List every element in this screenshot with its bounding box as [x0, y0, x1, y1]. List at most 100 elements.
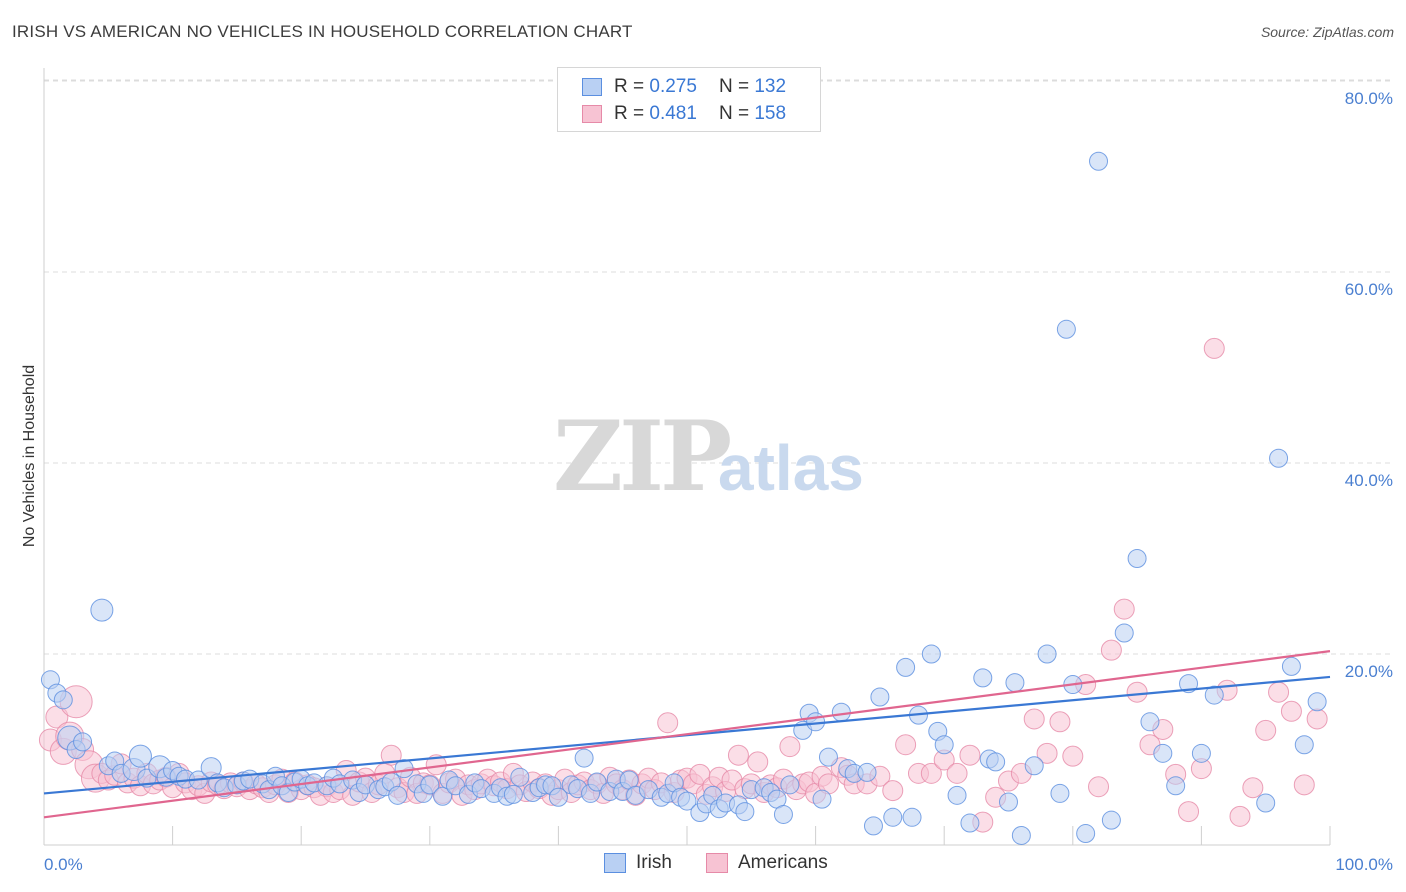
legend-swatch-americans: [582, 105, 602, 123]
point-americans: [1203, 337, 1225, 359]
legend-label-americans: Americans: [738, 852, 828, 873]
point-irish: [1294, 735, 1314, 755]
point-irish: [433, 786, 453, 806]
point-americans: [1280, 700, 1302, 722]
point-americans: [1023, 708, 1045, 730]
point-irish: [870, 687, 890, 707]
legend-r-label: R =: [614, 103, 645, 124]
point-irish: [90, 598, 114, 622]
point-americans: [1178, 801, 1200, 823]
y-tick-label: 40.0%: [1345, 471, 1393, 490]
point-irish: [1140, 712, 1160, 732]
series-irish-points: [40, 151, 1327, 845]
watermark-zip: ZIP: [553, 400, 730, 513]
point-americans: [920, 762, 942, 784]
point-americans: [747, 751, 769, 773]
point-irish: [883, 807, 903, 827]
legend-n-label: N =: [718, 76, 750, 97]
point-irish: [1191, 743, 1211, 763]
point-irish: [1281, 656, 1301, 676]
y-tick-labels: 20.0% 40.0% 60.0% 80.0%: [1345, 89, 1393, 681]
point-irish: [53, 690, 73, 710]
point-irish: [420, 775, 440, 795]
legend-r-value: 0.481: [649, 103, 697, 124]
point-irish: [388, 785, 408, 805]
legend-n-value: 132: [754, 76, 787, 97]
point-irish: [1307, 692, 1327, 712]
legend-r-value: 0.275: [649, 76, 697, 97]
point-irish: [999, 792, 1018, 812]
x-tick-label: 100.0%: [1335, 855, 1393, 874]
point-irish: [1101, 810, 1121, 830]
point-irish: [1089, 151, 1109, 171]
point-irish: [1005, 673, 1025, 693]
point-irish: [1179, 674, 1199, 694]
point-irish: [128, 744, 152, 768]
point-irish: [902, 807, 922, 827]
point-irish: [510, 767, 530, 787]
point-irish: [1269, 448, 1289, 468]
point-americans: [946, 762, 968, 784]
legend-item-irish[interactable]: Irish: [604, 852, 672, 874]
point-americans: [1293, 774, 1315, 796]
watermark-atlas: atlas: [718, 432, 864, 504]
point-irish: [1204, 685, 1224, 705]
point-irish: [863, 816, 883, 836]
point-irish: [1024, 756, 1044, 776]
legend-swatch-americans: [706, 853, 728, 873]
trend-line-americans: [43, 650, 1331, 819]
point-irish: [587, 772, 607, 792]
point-americans: [1268, 681, 1290, 703]
series-legend: Irish Americans: [0, 852, 1406, 878]
point-irish: [1056, 319, 1076, 339]
y-tick-label: 20.0%: [1345, 662, 1393, 681]
point-irish: [1037, 644, 1057, 664]
point-americans: [657, 712, 679, 734]
x-tick-labels: 0.0% 100.0%: [44, 855, 1393, 874]
x-tick-label: 0.0%: [44, 855, 83, 874]
point-irish: [780, 775, 800, 795]
axes: [43, 68, 1331, 846]
point-americans: [1255, 719, 1277, 741]
point-irish: [503, 784, 523, 804]
point-americans: [1242, 777, 1264, 799]
point-irish: [548, 787, 568, 807]
point-americans: [959, 744, 981, 766]
point-americans: [1126, 681, 1148, 703]
point-irish: [73, 732, 93, 752]
point-irish: [934, 735, 954, 755]
point-irish: [1127, 549, 1147, 568]
point-americans: [1036, 742, 1058, 764]
point-irish: [773, 804, 793, 824]
point-irish: [812, 789, 832, 809]
point-irish: [574, 748, 594, 768]
y-axis-label: No Vehicles in Household: [21, 365, 38, 547]
point-irish: [896, 657, 916, 677]
point-irish: [960, 813, 980, 833]
point-americans: [1113, 598, 1135, 620]
watermark: ZIP atlas: [553, 400, 864, 513]
point-americans: [1306, 708, 1328, 730]
point-americans: [895, 734, 917, 756]
y-tick-label: 80.0%: [1345, 89, 1393, 108]
legend-n-value: 158: [754, 103, 787, 124]
point-irish: [973, 668, 993, 688]
grid-lines: [44, 79, 1392, 655]
point-americans: [882, 780, 904, 802]
point-irish: [831, 702, 851, 722]
chart-title: IRISH VS AMERICAN NO VEHICLES IN HOUSEHO…: [12, 22, 633, 41]
point-irish: [735, 802, 755, 822]
legend-swatch-irish: [582, 78, 602, 96]
point-irish: [921, 644, 941, 664]
point-americans: [727, 744, 749, 766]
point-irish: [986, 752, 1006, 772]
point-irish: [1076, 824, 1096, 844]
point-irish: [947, 785, 967, 805]
point-irish: [1166, 776, 1186, 796]
point-irish: [1114, 623, 1134, 643]
legend-item-americans[interactable]: Americans: [706, 852, 828, 874]
source-label: Source: ZipAtlas.com: [1260, 24, 1394, 40]
point-americans: [1229, 805, 1251, 827]
point-americans: [1049, 711, 1071, 733]
point-irish: [677, 791, 697, 811]
